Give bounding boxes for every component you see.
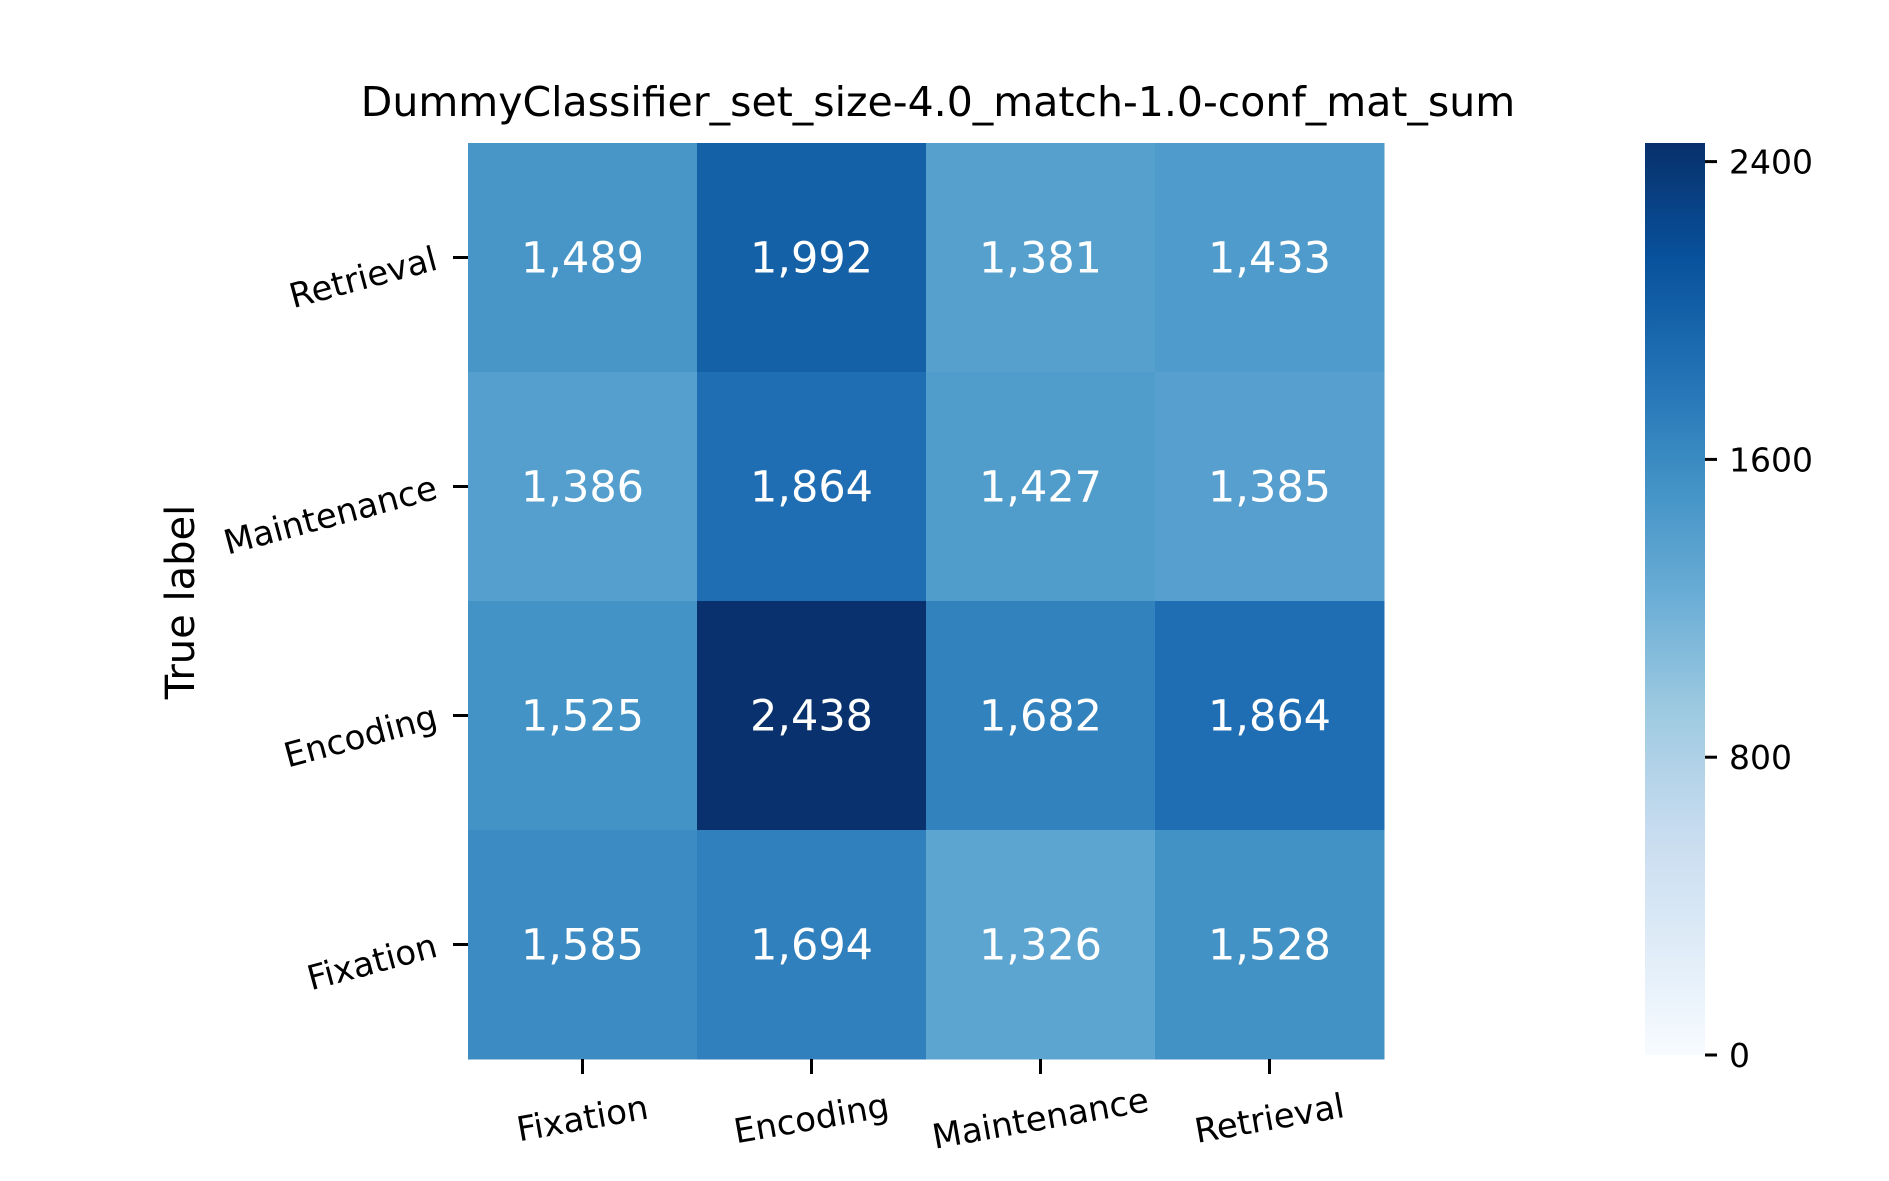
x-tick-label: Maintenance: [929, 1080, 1152, 1157]
colorbar-tick-label: 2400: [1729, 143, 1813, 182]
heatmap-cell: [468, 830, 698, 1060]
y-tick-label: Retrieval: [285, 239, 441, 317]
heatmap-cell: [926, 601, 1156, 831]
y-axis-label: True label: [158, 505, 204, 700]
cell-value-label: 1,326: [979, 921, 1102, 971]
cell-value-label: 1,682: [979, 692, 1102, 742]
cell-value-label: 1,864: [1208, 692, 1331, 742]
heatmap-cell: [1155, 143, 1385, 373]
heatmap-cell: [697, 601, 927, 831]
heatmap-cell: [926, 372, 1156, 602]
heatmap-cell: [1155, 601, 1385, 831]
cell-value-label: 1,489: [521, 234, 644, 284]
cell-value-label: 1,386: [521, 463, 644, 513]
colorbar: [1645, 143, 1705, 1055]
cell-value-label: 2,438: [750, 692, 873, 742]
cell-value-label: 1,385: [1208, 463, 1331, 513]
heatmap-cell-labels: 1,489 1,992 1,381 1,433 1,386 1,864 1,427 1,385…: [521, 234, 1331, 971]
heatmap-cell: [697, 143, 927, 373]
x-tick-label: Retrieval: [1192, 1086, 1348, 1152]
cell-value-label: 1,585: [521, 921, 644, 971]
cell-value-label: 1,864: [750, 463, 873, 513]
heatmap-cell: [468, 143, 698, 373]
heatmap-cell: [1155, 372, 1385, 602]
cell-value-label: 1,992: [750, 234, 873, 284]
heatmap-cell: [1155, 830, 1385, 1060]
colorbar-tick-label: 800: [1729, 738, 1792, 777]
heatmap-cells: [468, 143, 1385, 1060]
x-axis-ticks: Fixation Encoding Maintenance Retrieval: [514, 1059, 1348, 1158]
heatmap-cell: [926, 830, 1156, 1060]
heatmap-cell: [468, 372, 698, 602]
cell-value-label: 1,525: [521, 692, 644, 742]
colorbar-ticks: 0 800 1600 2400: [1705, 143, 1813, 1075]
colorbar-tick-label: 1600: [1729, 440, 1813, 479]
cell-value-label: 1,381: [979, 234, 1102, 284]
heatmap-cell: [468, 601, 698, 831]
x-tick-label: Encoding: [731, 1086, 892, 1153]
cell-value-label: 1,528: [1208, 921, 1331, 971]
cell-value-label: 1,427: [979, 463, 1102, 513]
chart-title: DummyClassifier_set_size-4.0_match-1.0-c…: [361, 78, 1515, 126]
y-tick-label: Maintenance: [220, 468, 442, 563]
cell-value-label: 1,694: [750, 921, 873, 971]
colorbar-tick-label: 0: [1729, 1036, 1750, 1075]
heatmap-cell: [697, 372, 927, 602]
cell-value-label: 1,433: [1208, 234, 1331, 284]
y-axis-ticks: Retrieval Maintenance Encoding Fixation: [220, 239, 468, 999]
heatmap-cell: [926, 143, 1156, 373]
x-tick-label: Fixation: [514, 1088, 652, 1150]
y-tick-label: Encoding: [280, 697, 442, 776]
y-tick-label: Fixation: [303, 926, 441, 999]
heatmap-cell: [697, 830, 927, 1060]
